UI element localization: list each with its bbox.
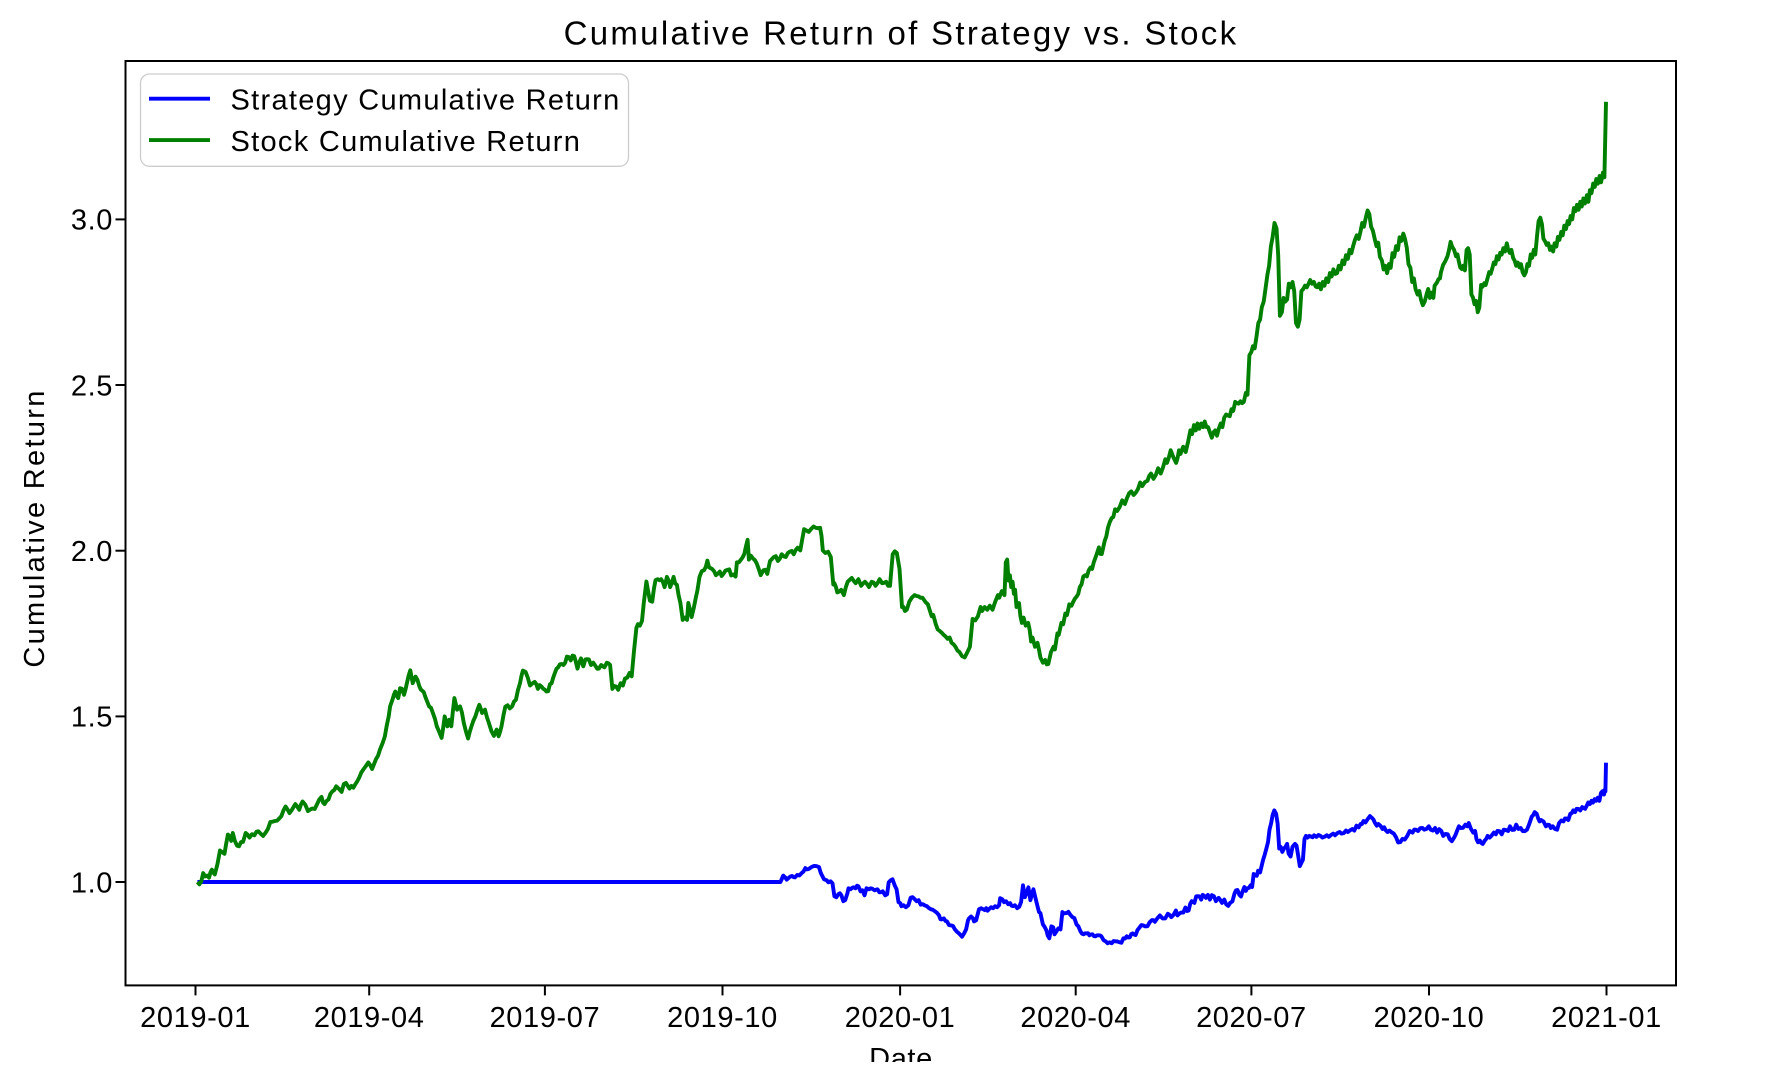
svg-text:Stock Cumulative Return: Stock Cumulative Return	[231, 126, 582, 158]
svg-text:2020-04: 2020-04	[1020, 1002, 1131, 1034]
svg-text:2020-07: 2020-07	[1196, 1002, 1307, 1034]
svg-text:2020-01: 2020-01	[845, 1002, 956, 1034]
svg-text:2021-01: 2021-01	[1551, 1002, 1662, 1034]
svg-text:Strategy Cumulative Return: Strategy Cumulative Return	[231, 85, 621, 117]
svg-text:2019-10: 2019-10	[667, 1002, 778, 1034]
svg-text:1.0: 1.0	[71, 867, 113, 899]
svg-text:Cumulative Return of Strategy: Cumulative Return of Strategy vs. Stock	[564, 15, 1239, 52]
svg-text:2019-01: 2019-01	[140, 1002, 251, 1034]
svg-text:2019-07: 2019-07	[490, 1002, 601, 1034]
svg-text:3.0: 3.0	[71, 205, 113, 237]
svg-text:2.5: 2.5	[71, 370, 113, 402]
svg-text:2019-04: 2019-04	[314, 1002, 425, 1034]
svg-text:Cumulative Return: Cumulative Return	[19, 388, 51, 667]
svg-text:2020-10: 2020-10	[1374, 1002, 1485, 1034]
svg-text:1.5: 1.5	[71, 702, 113, 734]
svg-text:2.0: 2.0	[71, 536, 113, 568]
svg-text:Date: Date	[869, 1043, 933, 1062]
